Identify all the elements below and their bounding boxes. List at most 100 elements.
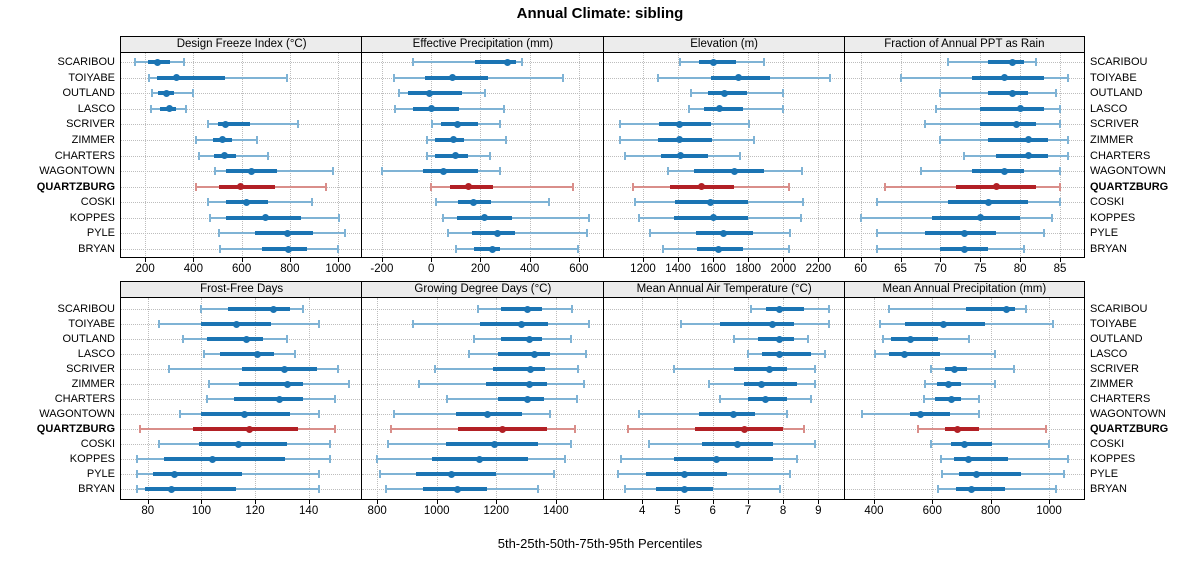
whisker-cap-5th [150,104,153,113]
whisker-cap-95th [799,213,802,222]
site-label-right-lasco: LASCO [1090,102,1128,115]
median-dot [232,320,240,328]
axis-tick [193,258,195,262]
whisker-cap-95th [789,470,792,478]
median-dot [498,425,506,433]
bar-25-75 [955,487,1006,491]
site-label-left-toiyabe: TOIYABE [68,318,115,330]
median-dot [1024,136,1032,144]
whisker-cap-5th [923,380,926,388]
whisker-cap-5th [147,73,150,82]
whisker-cap-5th [430,182,433,191]
whisker-cap-5th [632,182,635,191]
axis-tick-label: 800 [981,505,1001,517]
whisker-cap-95th [1012,365,1015,373]
whisker-cap-95th [318,470,321,478]
whisker-cap-95th [827,305,830,313]
median-dot [483,410,491,418]
bar-25-75 [493,367,546,371]
median-dot [681,470,688,478]
whisker-cap-95th [1023,245,1026,253]
whisker-5-95 [455,248,578,250]
whisker-cap-95th [789,229,792,238]
median-dot [172,74,180,82]
median-dot [439,167,447,175]
median-dot [285,245,293,253]
whisker-cap-5th [937,485,940,493]
panel-frost-free-days [120,298,363,500]
whisker-cap-95th [587,213,590,222]
site-label-left-koppes: KOPPES [69,211,115,224]
whisker-cap-95th [571,305,574,313]
bar-25-75 [497,352,550,356]
panel-mean-annual-precipitation-mm [843,298,1085,500]
whisker-cap-95th [1059,167,1062,176]
median-dot [1008,89,1016,97]
axis-tick-label: 400 [183,263,203,275]
whisker-cap-95th [1059,182,1062,191]
whisker-cap-95th [185,104,188,113]
whisker-cap-5th [899,73,902,82]
panel-strip-frost-free-days: Frost-Free Days [120,281,363,298]
whisker-5-95 [412,61,523,63]
figure-title: Annual Climate: sibling [516,5,684,22]
bar-25-75 [475,60,517,64]
whisker-cap-95th [1045,425,1048,433]
whisker-cap-95th [536,485,539,493]
whisker-cap-5th [446,395,449,403]
whisker-cap-95th [337,365,340,373]
gridline [712,298,714,499]
axis-tick-label: 65 [894,263,907,275]
whisker-cap-5th [687,104,690,113]
whisker-cap-5th [887,305,890,313]
median-dot [960,440,968,448]
whisker-cap-95th [325,182,328,191]
axis-tick [642,258,644,262]
whisker-cap-95th [1067,73,1070,82]
bar-25-75 [193,427,298,431]
median-dot [960,245,968,253]
whisker-cap-95th [782,104,785,113]
site-label-left-koppes: KOPPES [69,453,115,465]
axis-tick [980,258,982,262]
whisker-cap-95th [800,167,803,176]
whisker-cap-95th [785,410,788,418]
whisker-cap-95th [256,135,259,144]
axis-tick [748,258,750,262]
row-guideline [121,93,363,95]
median-dot [721,89,729,97]
whisker-cap-95th [782,89,785,98]
site-label-left-lasco: LASCO [77,102,115,115]
bar-25-75 [434,137,465,142]
bar-25-75 [254,231,313,236]
axis-tick [496,500,498,504]
whisker-cap-5th [411,58,414,66]
whisker-cap-5th [417,380,420,388]
axis-tick [783,258,785,262]
whisker-cap-95th [1059,104,1062,113]
median-dot [992,183,1000,191]
bar-25-75 [758,337,794,341]
bar-25-75 [217,122,251,127]
bar-25-75 [218,184,276,189]
whisker-cap-5th [157,440,160,448]
axis-tick-label: 1200 [483,505,510,517]
whisker-5-95 [427,138,507,141]
gridline [377,298,379,499]
whisker-cap-95th [803,425,806,433]
whisker-cap-95th [994,350,996,358]
whisker-cap-5th [206,198,209,207]
bar-25-75 [425,75,488,80]
median-dot [709,58,717,66]
median-dot [730,167,738,175]
median-dot [714,245,722,253]
axis-tick-label: 200 [470,263,490,275]
gridline [748,53,750,257]
whisker-cap-95th [806,335,809,343]
axis-tick-label: 200 [135,263,155,275]
bar-25-75 [145,487,237,491]
whisker-cap-95th [1052,320,1055,328]
bar-25-75 [157,75,225,80]
whisker-cap-5th [875,198,878,207]
